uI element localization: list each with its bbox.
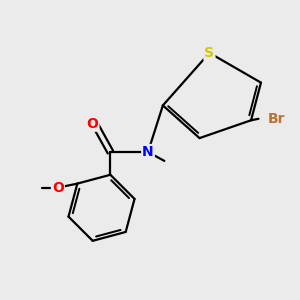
Text: O: O	[87, 117, 98, 131]
Text: N: N	[142, 145, 154, 159]
Text: O: O	[52, 181, 64, 195]
Text: Br: Br	[267, 112, 285, 126]
Text: S: S	[204, 46, 214, 60]
